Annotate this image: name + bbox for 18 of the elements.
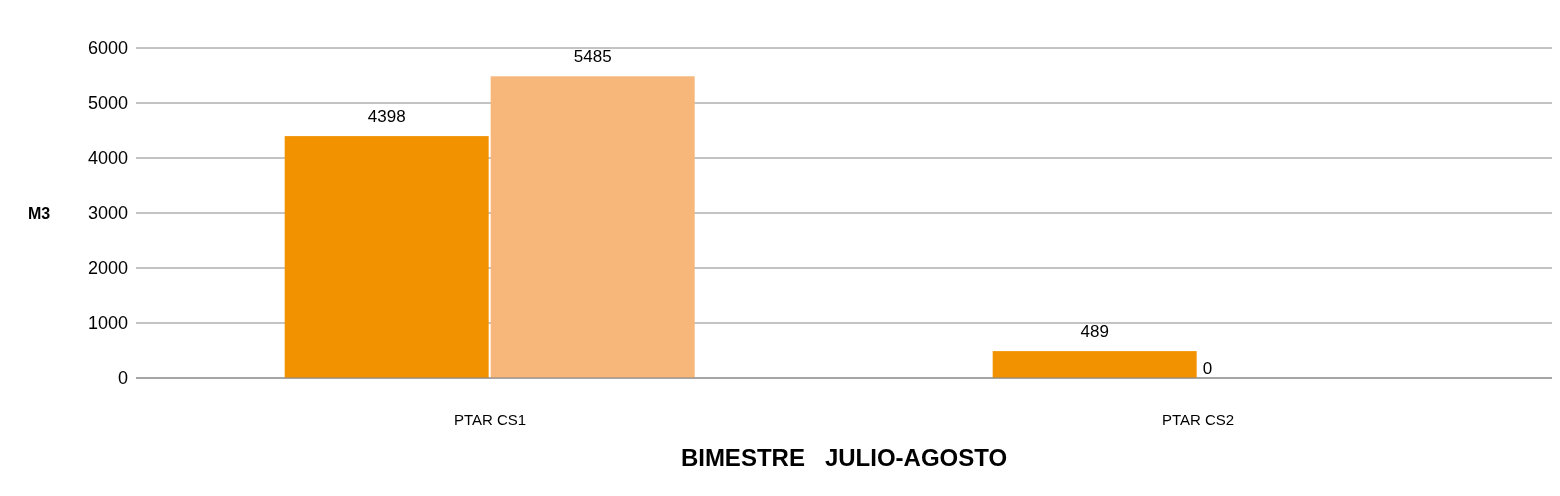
y-tick-label: 1000 <box>87 313 128 334</box>
y-axis-title: M3 <box>28 204 51 222</box>
y-tick-label: 5000 <box>87 93 128 114</box>
data-label: 489 <box>1080 322 1109 342</box>
y-tick-label: 6000 <box>87 38 128 59</box>
bar <box>490 76 695 378</box>
x-tick-label: PTAR CS2 <box>1161 410 1235 428</box>
y-tick-label: 4000 <box>87 148 128 169</box>
data-label: 0 <box>1202 359 1213 378</box>
bar <box>284 136 489 378</box>
bar <box>992 351 1197 378</box>
data-label: 5485 <box>573 47 612 67</box>
x-tick-label: PTAR CS1 <box>453 410 527 428</box>
x-axis-title: BIMESTRE JULIO-AGOSTO <box>680 444 1008 471</box>
y-tick-label: 3000 <box>87 203 128 224</box>
y-tick-label: 0 <box>117 368 128 389</box>
data-label: 4398 <box>367 107 406 127</box>
y-tick-label: 2000 <box>87 258 128 279</box>
